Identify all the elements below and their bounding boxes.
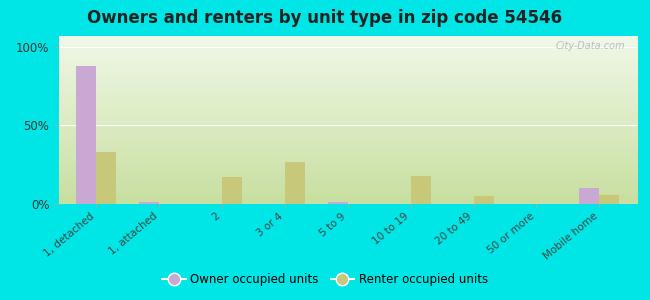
Bar [599, 195, 619, 204]
Bar [139, 202, 159, 204]
Bar [328, 202, 348, 204]
Legend: Owner occupied units, Renter occupied units: Owner occupied units, Renter occupied un… [157, 269, 493, 291]
Bar [473, 196, 493, 204]
Bar [285, 162, 305, 204]
Bar [76, 66, 96, 204]
Bar [579, 188, 599, 204]
Bar [222, 177, 242, 204]
Bar [96, 152, 116, 204]
Text: City-Data.com: City-Data.com [556, 41, 625, 51]
Text: Owners and renters by unit type in zip code 54546: Owners and renters by unit type in zip c… [88, 9, 562, 27]
Bar [411, 176, 431, 204]
